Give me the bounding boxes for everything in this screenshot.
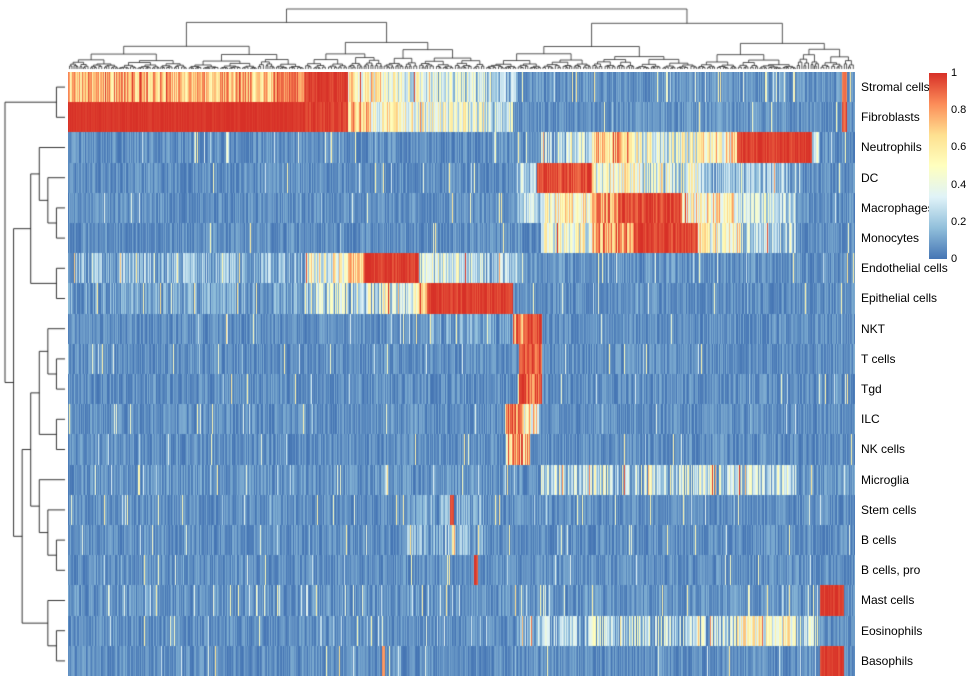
row-label: Tgd xyxy=(861,382,882,396)
row-label: Stem cells xyxy=(861,502,917,517)
row-label: B cells xyxy=(861,533,897,547)
row-label: B cells, pro xyxy=(861,563,921,578)
row-dendrogram xyxy=(2,72,66,676)
colorbar-legend: 1 0.8 0.6 0.4 0.2 0 xyxy=(929,67,971,265)
colorbar-tick-label: 1 xyxy=(951,67,958,79)
colorbar-tick-label: 0 xyxy=(951,253,958,265)
colorbar-tick-label: 0.8 xyxy=(951,104,967,117)
row-label: Eosinophils xyxy=(861,623,923,638)
row-label: Microglia xyxy=(861,472,910,487)
row-label: Stromal cells xyxy=(861,80,930,94)
row-label: Epithelial cells xyxy=(861,291,938,306)
row-label: DC xyxy=(861,170,879,185)
colorbar-tick-label: 0.4 xyxy=(951,178,967,191)
row-labels: Stromal cells Fibroblasts Neutrophils DC Mac… xyxy=(861,72,973,676)
row-label: Basophils xyxy=(861,653,914,668)
row-label: NK cells xyxy=(861,442,906,457)
heatmap-canvas xyxy=(68,72,855,676)
row-label: ILC xyxy=(861,412,880,427)
row-label: Monocytes xyxy=(861,231,920,245)
row-label: Neutrophils xyxy=(861,140,922,155)
colorbar-gradient xyxy=(929,73,947,259)
colorbar-tick-label: 0.6 xyxy=(951,141,967,154)
row-label: T cells xyxy=(861,351,896,366)
row-label: NKT xyxy=(861,321,885,336)
colorbar-ticks: 1 0.8 0.6 0.4 0.2 0 xyxy=(951,67,971,265)
column-dendrogram xyxy=(68,2,855,70)
row-label: Macrophages xyxy=(861,200,934,215)
row-label: Fibroblasts xyxy=(861,110,920,125)
row-label: Endothelial cells xyxy=(861,261,948,276)
colorbar-tick-label: 0.2 xyxy=(951,215,967,228)
row-label: Mast cells xyxy=(861,593,915,608)
